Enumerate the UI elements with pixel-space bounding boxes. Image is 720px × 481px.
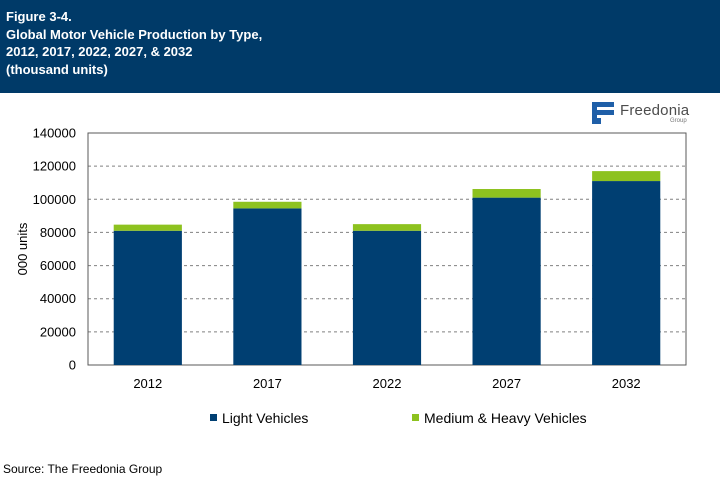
y-tick-label: 60000 — [40, 258, 76, 273]
figure-title-line3: (thousand units) — [6, 61, 108, 77]
x-tick-label: 2032 — [612, 376, 641, 391]
y-tick-label: 20000 — [40, 324, 76, 339]
bar-light-vehicles — [592, 181, 661, 365]
y-tick-label: 100000 — [33, 192, 76, 207]
y-tick-label: 140000 — [33, 126, 76, 141]
x-tick-label: 2012 — [133, 376, 162, 391]
bar-medium-heavy-vehicles — [592, 171, 661, 182]
y-tick-label: 120000 — [33, 159, 76, 174]
figure-label: Figure 3-4. — [6, 9, 72, 24]
x-tick-label: 2027 — [492, 376, 521, 391]
bar-light-vehicles — [233, 208, 302, 365]
x-tick-label: 2017 — [253, 376, 282, 391]
y-tick-label: 40000 — [40, 291, 76, 306]
source-note: Source: The Freedonia Group — [3, 462, 163, 476]
bar-medium-heavy-vehicles — [233, 201, 302, 209]
bar-medium-heavy-vehicles — [472, 189, 541, 198]
bar-light-vehicles — [352, 230, 422, 365]
figure-header: Figure 3-4. Global Motor Vehicle Product… — [0, 0, 720, 93]
bar-light-vehicles — [472, 197, 541, 365]
figure-title-line2: 2012, 2017, 2022, 2027, & 2032 — [6, 44, 193, 59]
legend-label: Light Vehicles — [222, 410, 308, 426]
bar-medium-heavy-vehicles — [113, 224, 182, 231]
legend-label: Medium & Heavy Vehicles — [424, 410, 587, 426]
bar-medium-heavy-vehicles — [352, 224, 422, 231]
legend-swatch — [412, 414, 419, 421]
x-tick-label: 2022 — [373, 376, 402, 391]
y-tick-label: 80000 — [40, 225, 76, 240]
stacked-bar-chart: 0 20000 40000 60000 80000 100000 120000 140000 0… — [15, 126, 687, 426]
freedonia-logo: Freedonia Group — [592, 101, 702, 127]
y-axis-label: 000 units — [15, 222, 30, 275]
legend-swatch — [210, 414, 217, 421]
logo-sub: Group — [670, 118, 687, 124]
y-tick-label: 0 — [69, 358, 76, 373]
bar-light-vehicles — [113, 230, 182, 365]
freedonia-logo-icon — [592, 102, 614, 124]
figure-title-line1: Global Motor Vehicle Production by Type, — [6, 26, 263, 42]
logo-name: Freedonia — [620, 102, 690, 119]
